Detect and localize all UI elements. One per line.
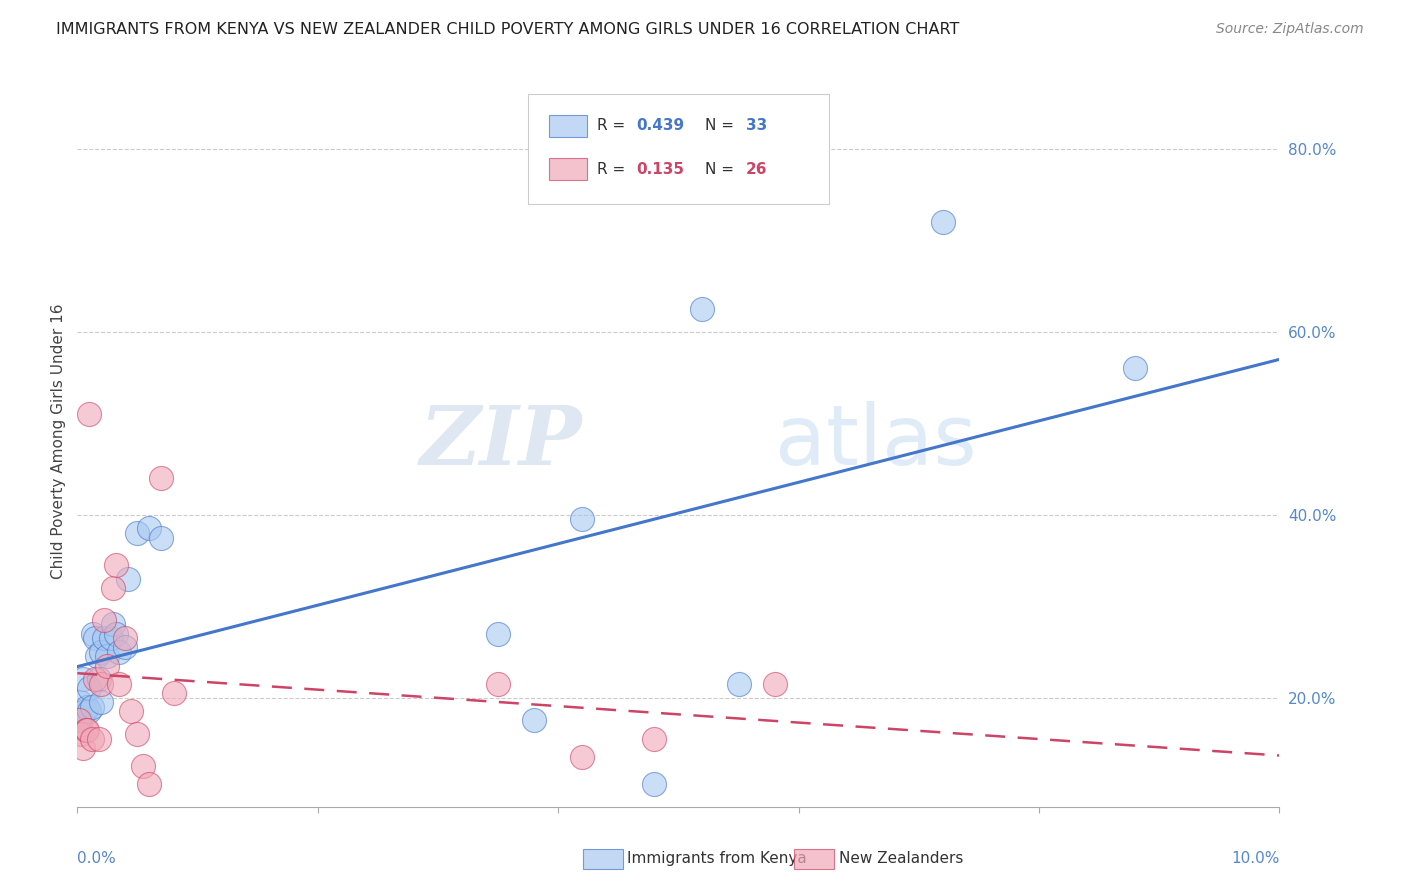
Point [1123, 361, 1146, 376]
Text: 26: 26 [745, 162, 768, 177]
Text: 10.0%: 10.0% [1232, 851, 1279, 866]
Point [138, 777, 160, 791]
Text: N =: N = [704, 162, 738, 177]
Text: N =: N = [704, 118, 738, 133]
Point [727, 677, 749, 691]
Point [80, 731, 103, 746]
Point [87, 731, 110, 746]
Point [72, 673, 94, 687]
Point [150, 471, 173, 485]
Bar [548, 159, 588, 180]
Point [523, 714, 546, 728]
Text: ZIP: ZIP [419, 401, 582, 482]
Point [90, 645, 112, 659]
Point [114, 640, 136, 655]
Point [72, 740, 94, 755]
Point [80, 699, 103, 714]
Point [114, 631, 136, 645]
Point [96, 658, 118, 673]
Point [90, 695, 112, 709]
Point [162, 686, 184, 700]
Point [103, 617, 125, 632]
Point [571, 512, 593, 526]
Point [127, 727, 149, 741]
Point [84, 631, 107, 645]
Point [79, 704, 101, 718]
Point [87, 673, 110, 687]
Point [73, 704, 96, 718]
Point [643, 731, 665, 746]
Point [76, 699, 98, 714]
Point [70, 727, 93, 741]
Point [79, 681, 101, 696]
Point [103, 581, 125, 595]
Text: 0.0%: 0.0% [77, 851, 117, 866]
Point [104, 626, 127, 640]
Text: 0.135: 0.135 [637, 162, 685, 177]
Point [108, 677, 131, 691]
Point [120, 704, 142, 718]
Point [643, 777, 665, 791]
Point [932, 215, 955, 229]
Text: IMMIGRANTS FROM KENYA VS NEW ZEALANDER CHILD POVERTY AMONG GIRLS UNDER 16 CORREL: IMMIGRANTS FROM KENYA VS NEW ZEALANDER C… [56, 22, 960, 37]
Point [127, 526, 149, 541]
Point [138, 521, 160, 535]
Y-axis label: Child Poverty Among Girls Under 16: Child Poverty Among Girls Under 16 [51, 304, 66, 579]
Point [104, 558, 127, 572]
Text: Source: ZipAtlas.com: Source: ZipAtlas.com [1216, 22, 1364, 37]
Point [571, 750, 593, 764]
Point [100, 631, 122, 645]
Text: R =: R = [596, 118, 630, 133]
Text: 0.439: 0.439 [637, 118, 685, 133]
Point [150, 531, 173, 545]
Point [69, 695, 91, 709]
Point [70, 714, 93, 728]
Point [79, 407, 101, 421]
FancyBboxPatch shape [529, 95, 828, 204]
Text: R =: R = [596, 162, 630, 177]
Point [692, 301, 714, 316]
Text: New Zealanders: New Zealanders [839, 851, 963, 865]
Point [486, 677, 509, 691]
Text: 33: 33 [745, 118, 766, 133]
Bar [548, 114, 588, 136]
Point [108, 645, 131, 659]
Point [117, 572, 139, 586]
Point [82, 626, 104, 640]
Point [93, 631, 115, 645]
Point [67, 714, 90, 728]
Text: atlas: atlas [775, 401, 976, 482]
Point [90, 677, 112, 691]
Point [93, 613, 115, 627]
Point [84, 673, 107, 687]
Point [486, 626, 509, 640]
Point [86, 649, 108, 664]
Point [132, 759, 155, 773]
Text: Immigrants from Kenya: Immigrants from Kenya [627, 851, 807, 865]
Point [76, 723, 98, 737]
Point [75, 723, 97, 737]
Point [763, 677, 786, 691]
Point [96, 649, 118, 664]
